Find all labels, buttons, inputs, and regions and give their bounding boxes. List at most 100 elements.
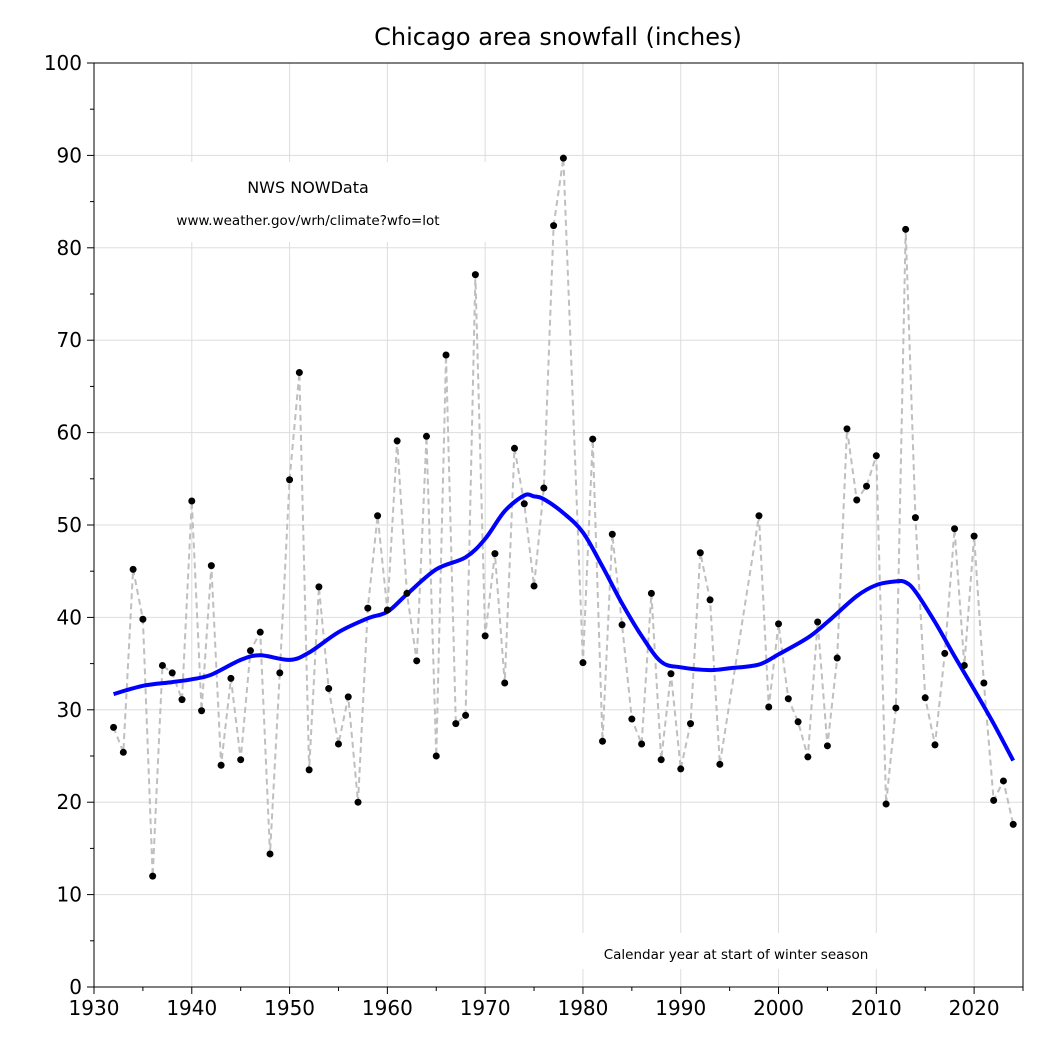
data-point [550, 222, 558, 230]
x-tick-label: 1970 [460, 996, 511, 1020]
data-point [677, 765, 685, 773]
data-point [462, 711, 470, 719]
data-point [765, 703, 773, 711]
data-point [931, 741, 939, 749]
data-point [647, 589, 655, 597]
y-tick-label: 20 [57, 790, 82, 814]
observed-line [112, 158, 1015, 877]
data-point [599, 737, 607, 745]
data-point [520, 500, 528, 508]
data-point [471, 271, 479, 279]
data-point [823, 742, 831, 750]
data-point [266, 850, 274, 858]
data-point [325, 685, 333, 693]
data-point [882, 800, 890, 808]
data-point [667, 670, 675, 678]
grid [93, 63, 1023, 987]
data-point [696, 549, 704, 557]
y-tick-label: 70 [57, 328, 82, 352]
x-tick-label: 1950 [264, 996, 315, 1020]
data-point [608, 530, 616, 538]
data-point [481, 632, 489, 640]
trend-line [113, 492, 1015, 762]
data-point [628, 715, 636, 723]
data-point [403, 589, 411, 597]
source-box [112, 162, 504, 242]
y-tick-label: 10 [57, 883, 82, 907]
data-point [168, 669, 176, 677]
data-point [755, 512, 763, 520]
data-point [119, 748, 127, 756]
data-point [178, 696, 186, 704]
data-point [941, 649, 949, 657]
data-point [960, 661, 968, 669]
data-point [872, 452, 880, 460]
data-point [315, 583, 323, 591]
data-point [256, 628, 264, 636]
data-point [510, 444, 518, 452]
data-point [804, 753, 812, 761]
x-tick-label: 1980 [557, 996, 608, 1020]
data-point [530, 582, 538, 590]
data-point [158, 661, 166, 669]
y-tick-label: 40 [57, 605, 82, 629]
x-tick-label: 1960 [362, 996, 413, 1020]
data-point [990, 796, 998, 804]
note-box [540, 933, 932, 969]
data-point [559, 154, 567, 162]
data-point [657, 756, 665, 764]
axis-ticks: 1930 1940 1950 1960 1970 1980 1990 2000 2010 2020… [44, 51, 1024, 1020]
data-point [344, 693, 352, 701]
data-point [491, 550, 499, 558]
data-point [687, 720, 695, 728]
data-point [951, 525, 959, 533]
data-point [354, 798, 362, 806]
y-tick-label: 60 [57, 421, 82, 445]
data-point [188, 497, 196, 505]
data-point [863, 482, 871, 490]
source-url: www.weather.gov/wrh/climate?wfo=lot [176, 213, 439, 229]
x-tick-label: 2010 [851, 996, 902, 1020]
data-point [246, 647, 254, 655]
data-point [892, 704, 900, 712]
season-note: Calendar year at start of winter season [604, 947, 869, 963]
data-point [540, 484, 548, 492]
data-point [139, 615, 147, 623]
data-point [902, 225, 910, 233]
data-point [501, 679, 509, 687]
data-point [911, 514, 919, 522]
data-point [305, 766, 313, 774]
data-point [442, 351, 450, 359]
y-tick-label: 90 [57, 143, 82, 167]
data-point [775, 620, 783, 628]
data-point [452, 720, 460, 728]
data-point [706, 596, 714, 604]
data-point [638, 740, 646, 748]
data-point [1009, 820, 1017, 828]
data-point [980, 679, 988, 687]
y-tick-label: 30 [57, 698, 82, 722]
x-tick-label: 2020 [949, 996, 1000, 1020]
data-point [276, 669, 284, 677]
data-point [393, 437, 401, 445]
data-point [853, 496, 861, 504]
y-tick-label: 0 [69, 975, 82, 999]
y-tick-label: 100 [44, 51, 82, 75]
data-point [334, 740, 342, 748]
data-point [383, 606, 391, 614]
y-tick-label: 80 [57, 236, 82, 260]
data-point [364, 604, 372, 612]
data-point [716, 760, 724, 768]
annotations: NWS NOWData www.weather.gov/wrh/climate?… [112, 162, 932, 969]
chart-title: Chicago area snowfall (inches) [374, 23, 742, 51]
series [110, 154, 1017, 880]
data-point [843, 425, 851, 433]
data-point [110, 723, 118, 731]
data-point [784, 695, 792, 703]
data-point [149, 872, 157, 880]
data-point [207, 562, 215, 570]
data-point [618, 621, 626, 629]
data-point [833, 654, 841, 662]
data-point [217, 761, 225, 769]
